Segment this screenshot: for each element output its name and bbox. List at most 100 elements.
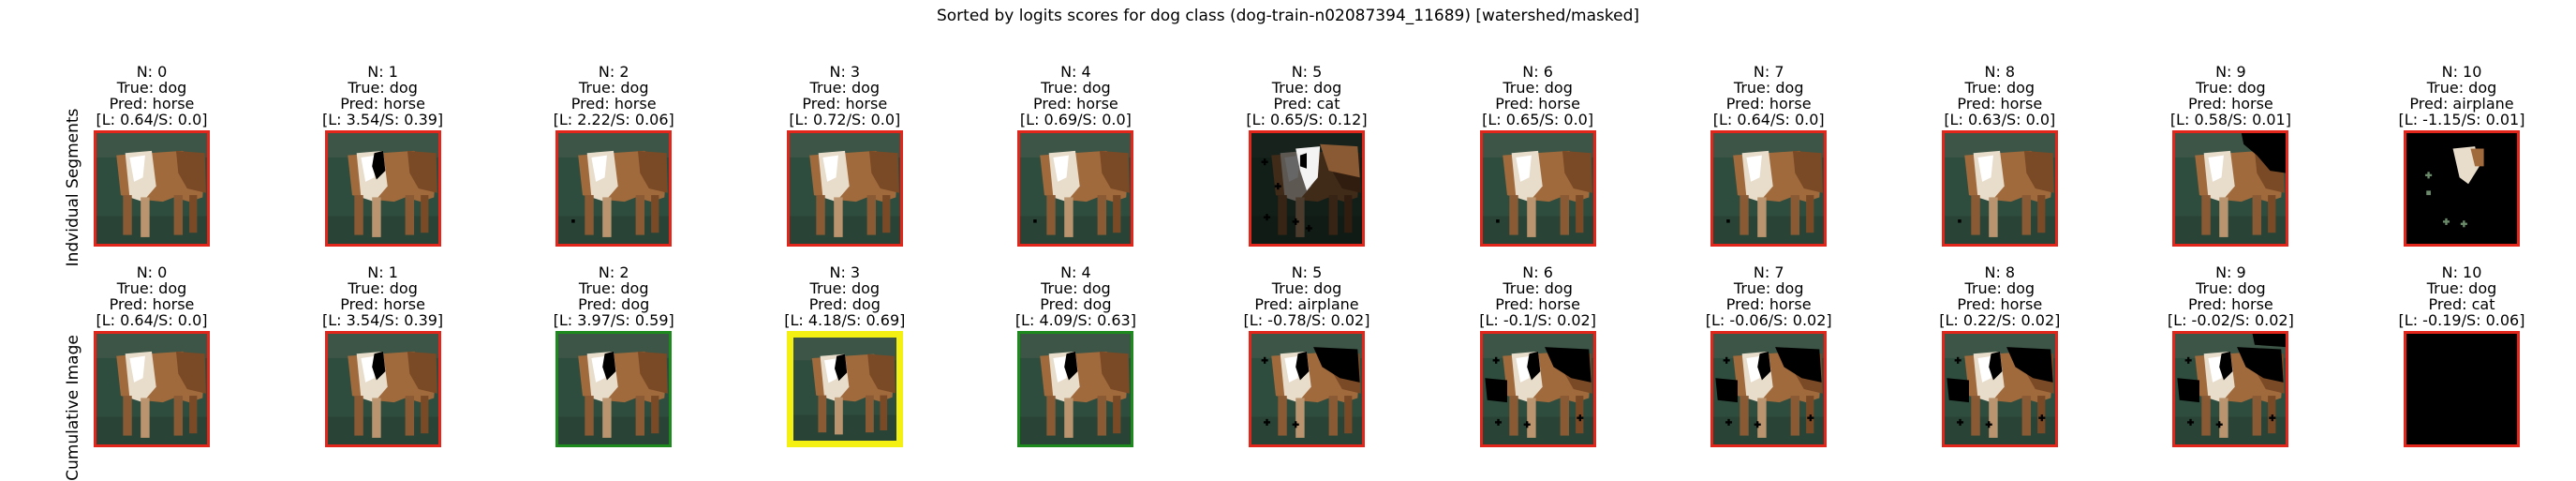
dog-figure: [347, 150, 437, 237]
segment-thumbnail: [327, 334, 438, 444]
score-label: [L: 4.09/S: 0.63]: [1014, 311, 1136, 329]
pred-label: Pred: dog: [808, 295, 881, 313]
segment-thumbnail: [1944, 133, 2055, 244]
segment-thumbnail: [1482, 133, 1593, 244]
panel-index: N: 5: [1291, 63, 1323, 81]
true-label: True: dog: [1271, 79, 1342, 97]
pred-label: Pred: horse: [2188, 295, 2273, 313]
segment-image: [324, 130, 441, 247]
panel-caption: N: 9 True: dog Pred: horse [L: 0.58/S: 0.01…: [2116, 64, 2345, 130]
image-panel: N: 10 True: dog Pred: airplane [L: -1.15/S:…: [2399, 64, 2524, 247]
pred-label: Pred: dog: [1040, 295, 1112, 313]
segment-image: [1249, 331, 1365, 447]
panel-index: N: 1: [367, 263, 398, 281]
segment-image: [324, 331, 441, 447]
image-panel: N: 2 True: dog Pred: dog [L: 3.97/S: 0.59]: [554, 264, 674, 447]
segment-thumbnail: [1020, 133, 1132, 244]
panel-index: N: 7: [1753, 63, 1784, 81]
image-panel: N: 0 True: dog Pred: horse [L: 0.64/S: 0.0]: [94, 64, 210, 247]
segment-image: [1479, 331, 1596, 447]
score-label: [L: -1.15/S: 0.01]: [2398, 111, 2525, 128]
image-panel: N: 3 True: dog Pred: horse [L: 0.72/S: 0.0]: [786, 64, 903, 247]
segment-thumbnail: [1713, 334, 1825, 444]
segment-image: [2404, 130, 2520, 247]
dog-figure: [116, 351, 206, 438]
image-panel: N: 6 True: dog Pred: horse [L: -0.1/S: 0.02…: [1479, 264, 1596, 447]
true-label: True: dog: [578, 279, 649, 297]
panel-index: N: 7: [1753, 263, 1784, 281]
true-label: True: dog: [1041, 79, 1111, 97]
true-label: True: dog: [2196, 279, 2266, 297]
panel-caption: N: 6 True: dog Pred: horse [L: -0.1/S: 0.02…: [1424, 264, 1652, 331]
score-label: [L: -0.78/S: 0.02]: [1243, 311, 1370, 329]
segment-image: [1710, 331, 1828, 447]
panel-caption: N: 0 True: dog Pred: horse [L: 0.64/S: 0.0]: [37, 64, 266, 130]
segment-image: [2172, 331, 2289, 447]
pred-label: Pred: horse: [340, 295, 425, 313]
segment-thumbnail: [1020, 334, 1132, 444]
image-panel: N: 10 True: dog Pred: cat [L: -0.19/S: 0.06…: [2399, 264, 2524, 447]
score-label: [L: 0.72/S: 0.0]: [789, 111, 901, 128]
image-panel: N: 5 True: dog Pred: cat [L: 0.65/S: 0.12]: [1246, 64, 1368, 247]
panel-caption: N: 8 True: dog Pred: horse [L: 0.63/S: 0.0]: [1886, 64, 2114, 130]
image-panel: N: 2 True: dog Pred: horse [L: 2.22/S: 0.06…: [554, 64, 674, 247]
true-label: True: dog: [1503, 79, 1573, 97]
segment-image: [2404, 331, 2520, 447]
segment-image: [2172, 130, 2289, 247]
dog-figure: [2195, 150, 2286, 237]
masked-area: [2406, 334, 2517, 444]
segment-thumbnail: [327, 133, 438, 244]
panel-caption: N: 10 True: dog Pred: cat [L: -0.19/S: 0.06…: [2347, 264, 2576, 331]
image-panel: N: 0 True: dog Pred: horse [L: 0.64/S: 0.0]: [94, 264, 210, 447]
dog-figure: [116, 150, 206, 237]
true-label: True: dog: [116, 79, 187, 97]
pred-label: Pred: horse: [109, 295, 195, 313]
true-label: True: dog: [348, 79, 418, 97]
pred-label: Pred: horse: [570, 95, 657, 113]
panel-caption: N: 5 True: dog Pred: cat [L: 0.65/S: 0.12]: [1192, 64, 1421, 130]
image-panel: N: 7 True: dog Pred: horse [L: 0.64/S: 0.0]: [1710, 64, 1828, 247]
image-panel: N: 1 True: dog Pred: horse [L: 3.54/S: 0.39…: [322, 264, 443, 447]
segment-image: [786, 331, 903, 447]
score-label: [L: 0.58/S: 0.01]: [2169, 111, 2291, 128]
score-label: [L: 0.64/S: 0.0]: [96, 311, 208, 329]
segment-thumbnail: [1944, 334, 2055, 444]
dog-figure: [1733, 150, 1824, 237]
segment-thumbnail: [2406, 334, 2517, 444]
panel-caption: N: 8 True: dog Pred: horse [L: 0.22/S: 0.02…: [1886, 264, 2114, 331]
score-label: [L: -0.06/S: 0.02]: [1705, 311, 1832, 329]
segment-thumbnail: [558, 133, 670, 244]
true-label: True: dog: [1733, 79, 1804, 97]
pred-label: Pred: cat: [2428, 295, 2495, 313]
true-label: True: dog: [1041, 279, 1111, 297]
panel-index: N: 10: [2441, 63, 2482, 81]
score-label: [L: 0.22/S: 0.02]: [1939, 311, 2061, 329]
pred-label: Pred: horse: [109, 95, 195, 113]
segment-thumbnail: [558, 334, 670, 444]
dog-figure: [809, 150, 899, 237]
pred-label: Pred: dog: [578, 295, 650, 313]
panel-caption: N: 6 True: dog Pred: horse [L: 0.65/S: 0.0]: [1424, 64, 1652, 130]
segment-thumbnail: [1482, 334, 1593, 444]
segment-image: [1710, 130, 1828, 247]
score-label: [L: 3.54/S: 0.39]: [322, 311, 444, 329]
panel-index: N: 5: [1291, 263, 1323, 281]
panel-index: N: 6: [1522, 263, 1553, 281]
panel-caption: N: 1 True: dog Pred: horse [L: 3.54/S: 0.39…: [269, 64, 497, 130]
score-label: [L: 0.69/S: 0.0]: [1019, 111, 1132, 128]
panel-caption: N: 5 True: dog Pred: airplane [L: -0.78/S: …: [1192, 264, 1421, 331]
segment-image: [94, 331, 210, 447]
panel-index: N: 10: [2441, 263, 2482, 281]
segment-thumbnail: [792, 338, 896, 441]
dog-figure: [1040, 351, 1131, 438]
pred-label: Pred: horse: [802, 95, 888, 113]
panel-caption: N: 3 True: dog Pred: dog [L: 4.18/S: 0.69]: [731, 264, 959, 331]
segment-image: [1941, 331, 2058, 447]
panel-caption: N: 7 True: dog Pred: horse [L: 0.64/S: 0.0]: [1654, 64, 1883, 130]
pred-label: Pred: horse: [1495, 95, 1580, 113]
panel-caption: N: 4 True: dog Pred: horse [L: 0.69/S: 0.0]: [961, 64, 1190, 130]
dog-figure: [1502, 150, 1592, 237]
score-label: [L: 0.65/S: 0.12]: [1246, 111, 1368, 128]
panel-index: N: 4: [1060, 63, 1091, 81]
true-label: True: dog: [1271, 279, 1342, 297]
